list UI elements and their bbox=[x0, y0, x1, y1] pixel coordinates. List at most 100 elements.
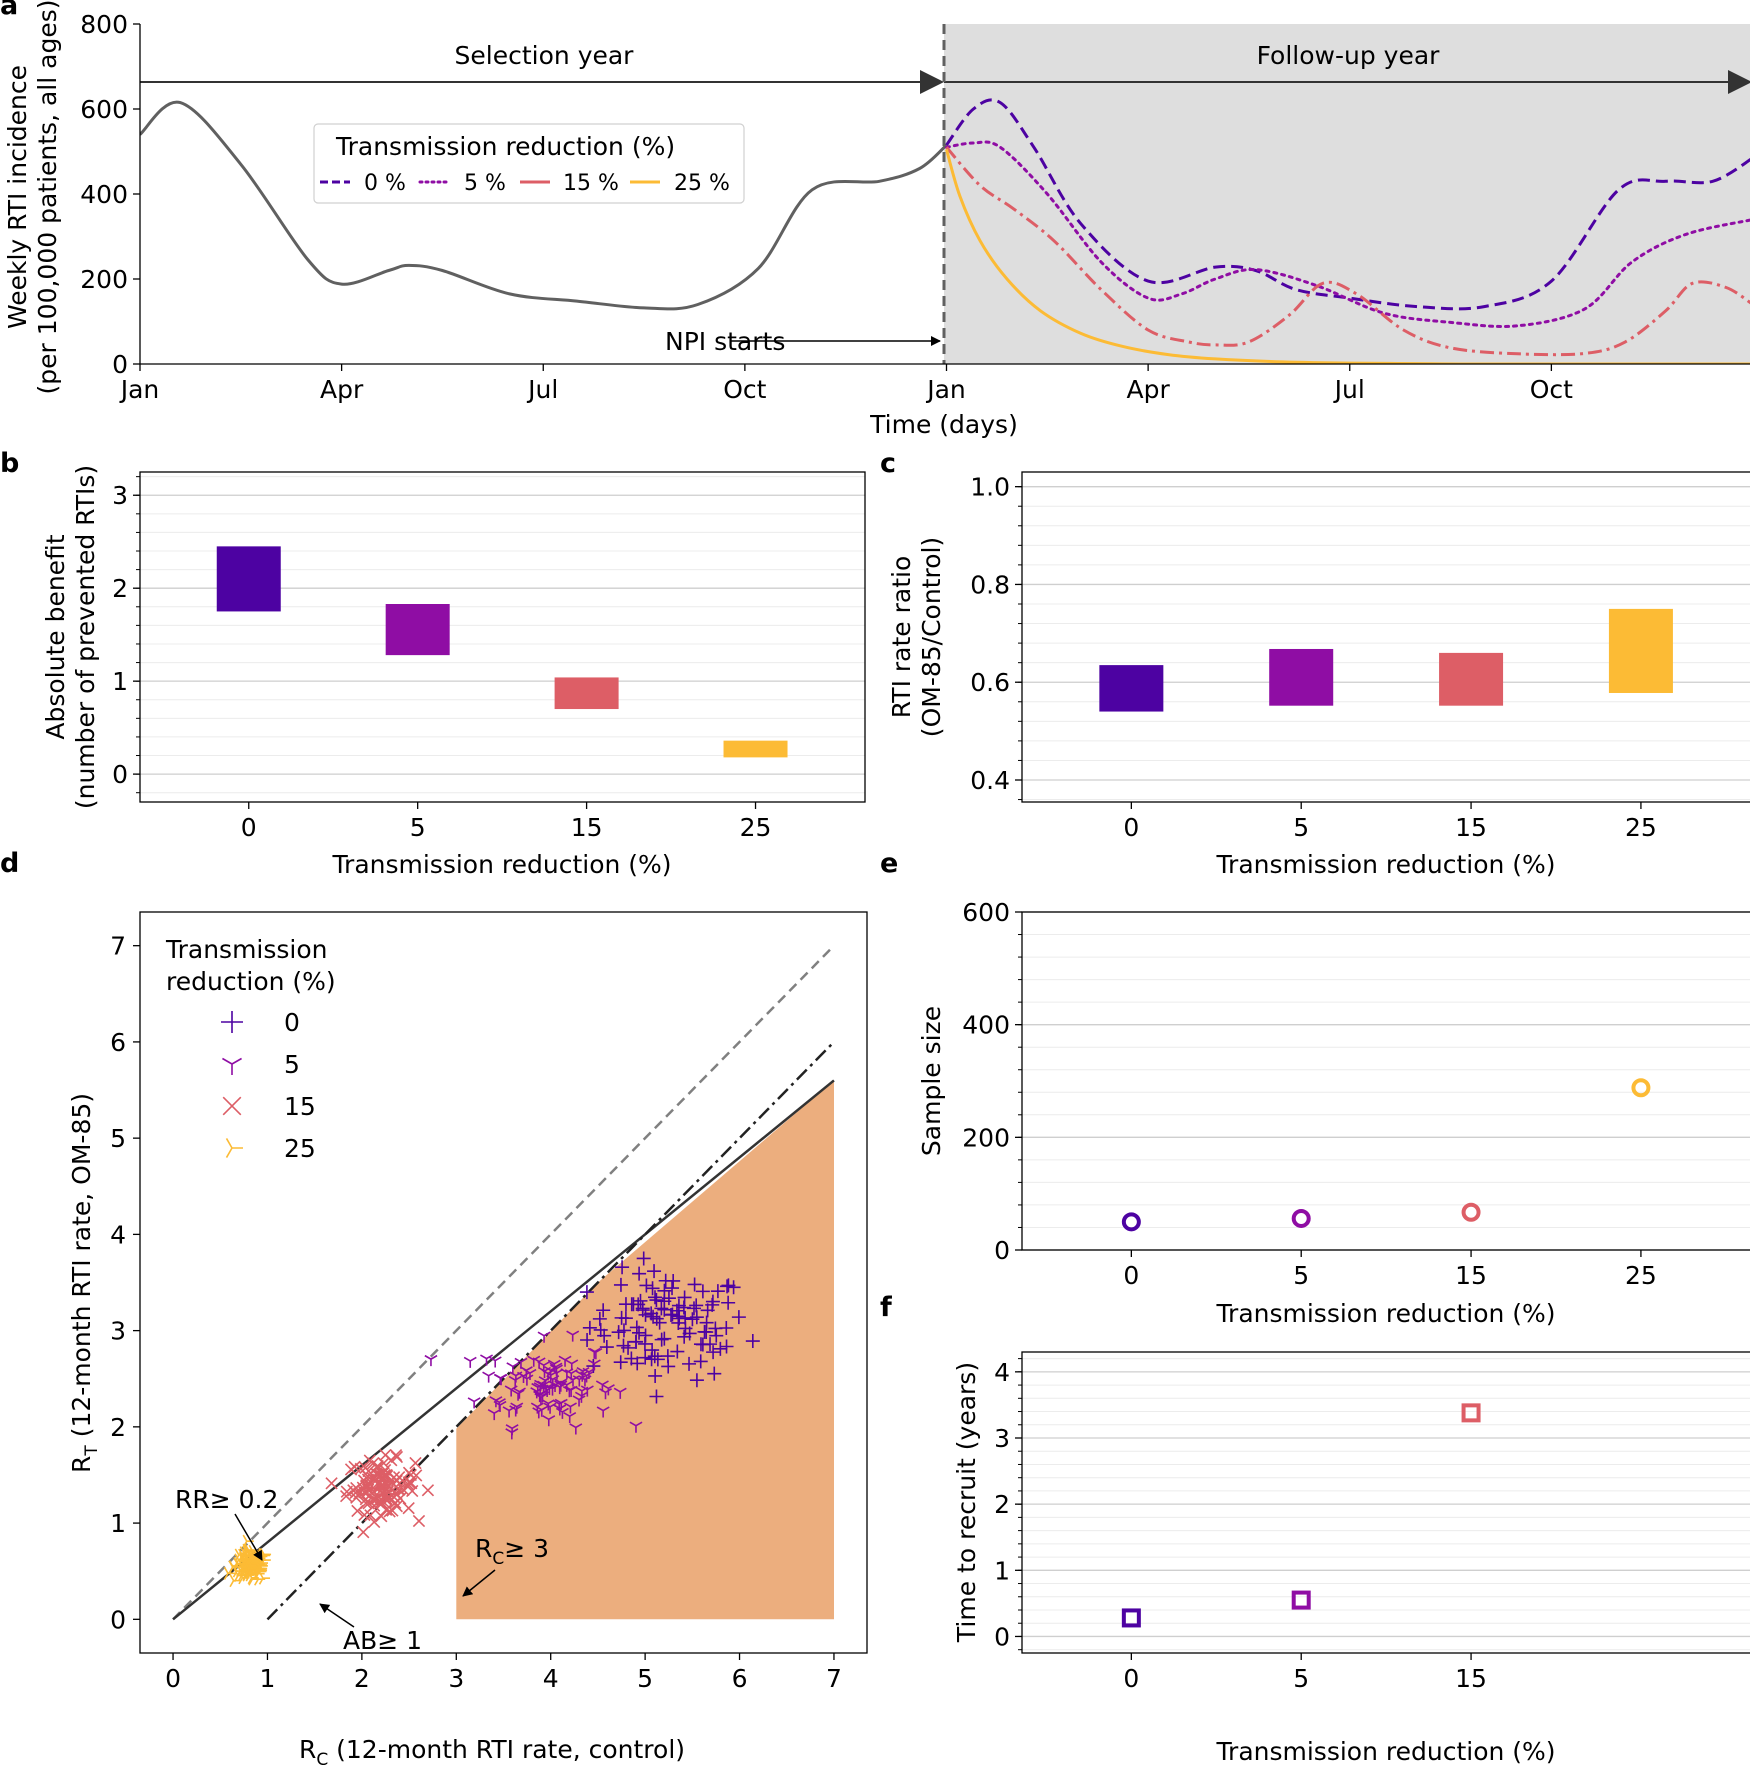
identity-line bbox=[172, 944, 835, 1621]
d-point-0pct-shape bbox=[638, 1328, 653, 1343]
y-tick-label: 1 bbox=[994, 1556, 1010, 1585]
y-tick-label: 2 bbox=[112, 574, 128, 603]
d-point-5pct bbox=[488, 1356, 502, 1368]
f-ticks: 0 1 2 3 4 0 5 15 bbox=[994, 1358, 1487, 1693]
d-point-25pct-shape bbox=[248, 1554, 260, 1568]
d-point-5pct bbox=[489, 1396, 503, 1408]
c-bars bbox=[1099, 608, 1673, 712]
d-point-5pct-shape bbox=[569, 1423, 583, 1435]
d-point-0pct bbox=[731, 1310, 746, 1325]
d-point-5pct-shape bbox=[542, 1415, 556, 1427]
d-point-15pct bbox=[347, 1484, 360, 1497]
y-tick-label: 0 bbox=[112, 760, 128, 789]
d-point-25pct bbox=[239, 1546, 251, 1560]
d-point-0pct-shape bbox=[597, 1328, 612, 1343]
annotation-rc: RC≥ 3 bbox=[475, 1534, 549, 1569]
series-line-5pct bbox=[945, 140, 1750, 328]
d-point-5pct bbox=[555, 1407, 569, 1419]
d-x-tick-label: 0 bbox=[165, 1664, 181, 1693]
y-tick-label: 0 bbox=[994, 1622, 1010, 1651]
d-point-0pct bbox=[654, 1301, 669, 1316]
e-point-25pct bbox=[1631, 1078, 1651, 1098]
d-legend-label-0: 0 bbox=[284, 1008, 300, 1037]
y-tick-label: 0 bbox=[994, 1236, 1010, 1265]
d-point-5pct bbox=[482, 1371, 496, 1383]
c-y-axis-label-2: (OM-85/Control) bbox=[917, 537, 946, 737]
d-point-0pct bbox=[645, 1281, 660, 1296]
d-ticks: 0 1 2 3 4 5 6 7 0 1 2 3 4 5 6 7 bbox=[110, 932, 842, 1693]
d-legend-marker-5pct-shape bbox=[222, 1057, 242, 1075]
y-tick-label: 0.6 bbox=[970, 668, 1010, 697]
d-legend-label-5: 5 bbox=[284, 1050, 300, 1079]
b-range-bar-0pct bbox=[216, 546, 281, 612]
d-point-5pct bbox=[504, 1385, 518, 1397]
d-point-5pct-shape bbox=[506, 1362, 520, 1374]
d-point-0pct-shape bbox=[689, 1310, 704, 1325]
d-y-tick-label: 7 bbox=[110, 932, 126, 961]
d-point-0pct bbox=[597, 1328, 612, 1343]
b-y-axis-label-1: Absolute benefit bbox=[41, 534, 70, 739]
d-point-0pct-shape bbox=[657, 1294, 672, 1309]
d-point-15pct bbox=[390, 1487, 403, 1501]
d-point-5pct-shape bbox=[504, 1385, 518, 1397]
d-point-15pct-shape bbox=[402, 1478, 415, 1491]
d-point-0pct-shape bbox=[647, 1349, 662, 1364]
c-range-bar-0pct bbox=[1099, 665, 1164, 712]
d-point-15pct-shape bbox=[354, 1462, 368, 1476]
d-point-5pct-shape bbox=[566, 1375, 580, 1387]
a-legend-label-0: 0 % bbox=[364, 171, 406, 196]
d-point-15pct-shape bbox=[385, 1454, 398, 1467]
d-point-15pct bbox=[358, 1508, 371, 1522]
a-x-tick-label: Jan bbox=[119, 375, 160, 404]
d-point-5pct-shape bbox=[549, 1362, 563, 1374]
d-point-0pct-shape bbox=[593, 1322, 608, 1337]
d-y-tick-label: 4 bbox=[110, 1220, 126, 1249]
annotation-ab: AB≥ 1 bbox=[343, 1626, 422, 1655]
d-point-15pct-shape bbox=[409, 1456, 422, 1470]
d-point-5pct-shape bbox=[563, 1411, 577, 1424]
d-point-0pct-shape bbox=[644, 1306, 659, 1321]
x-tick-label: 15 bbox=[1455, 813, 1487, 842]
d-legend-marker-15pct-shape bbox=[222, 1096, 242, 1116]
d-point-0pct bbox=[593, 1322, 608, 1337]
d-point-0pct bbox=[616, 1323, 631, 1338]
e-axes-frame bbox=[1021, 911, 1750, 1251]
d-point-25pct bbox=[237, 1562, 249, 1576]
d-point-15pct bbox=[378, 1463, 392, 1477]
d-point-25pct-shape bbox=[248, 1572, 260, 1586]
d-point-15pct-shape bbox=[368, 1515, 381, 1529]
d-point-15pct bbox=[421, 1484, 435, 1497]
a-y-axis-label-1: Weekly RTI incidence bbox=[3, 65, 32, 329]
d-point-15pct bbox=[385, 1454, 398, 1467]
d-point-15pct bbox=[405, 1477, 418, 1490]
d-point-15pct bbox=[351, 1504, 364, 1518]
d-point-5pct bbox=[566, 1375, 580, 1387]
d-point-0pct-shape bbox=[645, 1281, 660, 1296]
d-point-5pct bbox=[463, 1356, 477, 1368]
annotation-rc-rest: ≥ 3 bbox=[504, 1534, 549, 1563]
d-point-0pct bbox=[665, 1281, 680, 1296]
d-point-5pct bbox=[629, 1421, 643, 1433]
d-point-0pct-shape bbox=[592, 1311, 607, 1326]
d-point-0pct bbox=[633, 1293, 648, 1308]
f-y-axis-label: Time to recruit (years) bbox=[952, 1362, 981, 1643]
d-point-0pct bbox=[599, 1340, 614, 1355]
d-point-5pct-shape bbox=[558, 1355, 572, 1367]
a-x-tick-label: Jan bbox=[925, 375, 966, 404]
d-point-0pct-shape bbox=[687, 1277, 702, 1292]
d-point-5pct-shape bbox=[480, 1354, 494, 1366]
d-point-0pct-shape bbox=[647, 1264, 662, 1279]
x-tick-label: 0 bbox=[1123, 1261, 1139, 1290]
d-point-0pct bbox=[677, 1290, 692, 1305]
d-point-5pct bbox=[467, 1397, 481, 1409]
y-tick-label: 1.0 bbox=[970, 473, 1010, 502]
d-point-5pct bbox=[554, 1398, 568, 1410]
d-point-0pct bbox=[658, 1273, 673, 1288]
d-point-5pct-shape bbox=[596, 1406, 610, 1418]
d-point-0pct-shape bbox=[646, 1309, 661, 1324]
d-point-15pct-shape bbox=[375, 1510, 388, 1523]
d-point-0pct-shape bbox=[633, 1293, 648, 1308]
y-tick-label: 0.4 bbox=[970, 766, 1010, 795]
d-point-0pct bbox=[719, 1339, 734, 1354]
d-point-15pct-shape bbox=[402, 1476, 416, 1489]
